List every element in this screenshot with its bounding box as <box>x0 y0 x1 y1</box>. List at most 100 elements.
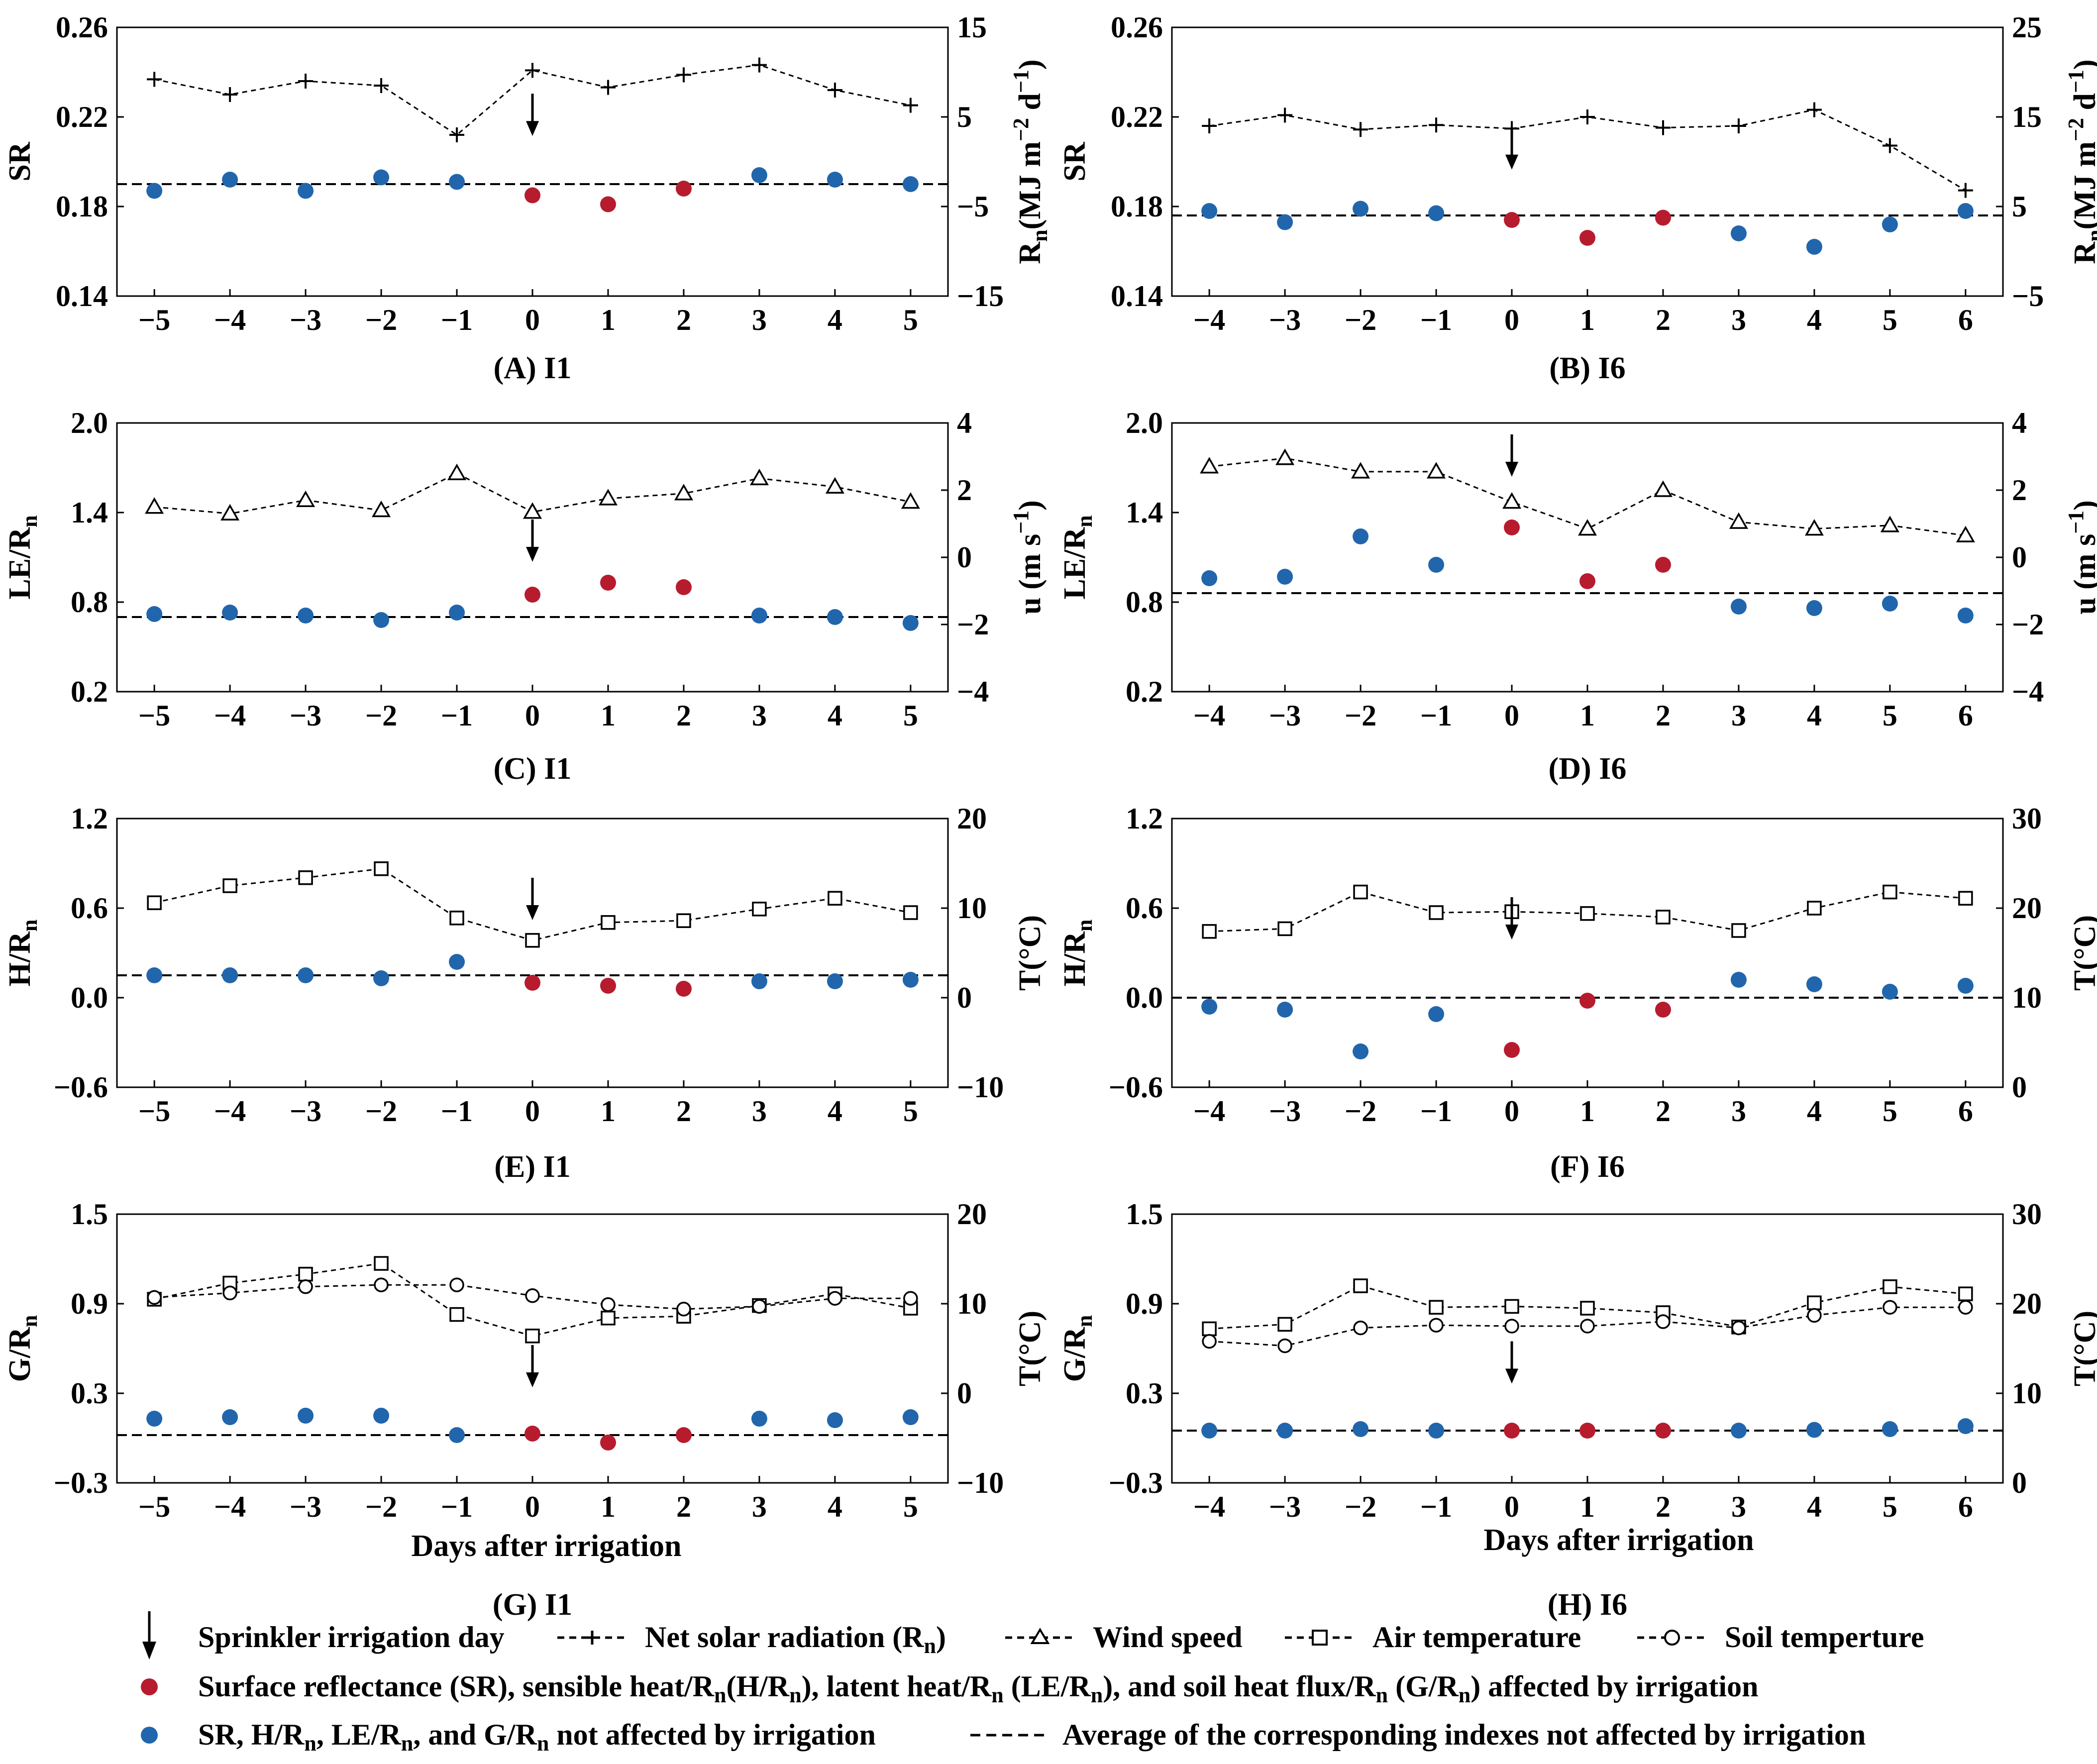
series-point <box>752 1299 767 1314</box>
x-tick-label: 5 <box>903 1095 918 1128</box>
unaffected-point <box>146 183 163 199</box>
x-tick-label: 3 <box>1731 699 1746 732</box>
x-tick-label: 0 <box>525 1095 540 1128</box>
x-tick-label: −3 <box>290 699 321 732</box>
series-point <box>298 1279 313 1294</box>
x-tick-label: 4 <box>1807 1490 1822 1523</box>
series-point <box>1580 109 1595 124</box>
unaffected-point <box>1353 1043 1369 1059</box>
y-tick-label: 0.3 <box>1126 1377 1163 1410</box>
x-tick-label: −3 <box>1269 1095 1301 1128</box>
x-tick-label: −1 <box>441 1095 473 1128</box>
unaffected-point <box>827 172 843 188</box>
series-point <box>676 67 691 83</box>
series-point <box>1429 1300 1444 1315</box>
unaffected-point <box>902 615 919 631</box>
series-point <box>1429 117 1444 133</box>
unaffected-point <box>298 183 314 199</box>
y-tick-label: 0.8 <box>71 586 108 619</box>
x-tick-label: 1 <box>601 1095 616 1128</box>
x-tick-label: −2 <box>365 1095 397 1128</box>
y-tick-label: 2.0 <box>71 407 108 439</box>
x-tick-label: −1 <box>441 699 473 732</box>
y2-axis-label: Rn(MJ m−2 d−1) <box>1009 59 1052 264</box>
x-tick-label: 4 <box>828 1095 842 1128</box>
series-line <box>1209 1285 1966 1330</box>
x-axis-title-h: Days after irrigation <box>1484 1523 1754 1557</box>
series-point <box>296 490 315 507</box>
unaffected-point <box>1201 999 1218 1015</box>
y-tick-label: 0.9 <box>71 1287 108 1320</box>
panel-title: (E) I1 <box>494 1150 570 1184</box>
x-tick-label: 3 <box>1731 1095 1746 1128</box>
affected-point <box>600 575 616 591</box>
x-tick-label: −4 <box>214 699 246 732</box>
y2-tick-label: 10 <box>2012 981 2042 1014</box>
panel-title: (H) I6 <box>1548 1588 1627 1622</box>
series-point <box>1351 462 1370 479</box>
affected-point <box>1504 1423 1520 1439</box>
y-axis-label: G/Rn <box>3 1315 42 1382</box>
panel-title: (A) I1 <box>494 351 572 385</box>
series-point <box>1958 183 1973 198</box>
x-tick-label: 2 <box>1656 1095 1671 1128</box>
x-tick-label: 3 <box>752 699 767 732</box>
series-point <box>1202 924 1217 939</box>
series-point <box>1504 1299 1519 1314</box>
series-point <box>1353 1278 1368 1293</box>
series-point <box>1353 122 1368 137</box>
x-tick-label: −1 <box>1420 699 1452 732</box>
panel-g: −5 −4 −3 −2 −1 0 1 2 3 4 5−0.30.30.91.5−1001020G/R… <box>3 1198 1047 1622</box>
unaffected-point <box>1806 1422 1822 1438</box>
y-tick-label: 0.0 <box>71 981 108 1014</box>
series-point <box>298 1266 313 1282</box>
x-tick-label: −1 <box>1420 1095 1452 1128</box>
legend-wind-marker <box>1005 1628 1075 1644</box>
panel-title: (B) I6 <box>1549 351 1625 385</box>
x-tick-label: 2 <box>676 304 691 336</box>
series-line <box>154 64 911 136</box>
unaffected-point <box>1957 978 1974 994</box>
series-point <box>374 78 389 93</box>
x-tick-label: 4 <box>828 699 842 732</box>
series-point <box>901 492 920 509</box>
x-tick-label: 5 <box>903 699 918 732</box>
affected-point <box>524 587 540 603</box>
series-point <box>1504 1319 1519 1334</box>
unaffected-point <box>1730 599 1747 615</box>
y-axis-label: SR <box>1058 141 1092 181</box>
y2-tick-label: 5 <box>2012 190 2027 223</box>
series-point <box>374 1256 389 1271</box>
y2-axis-label: T(°C) <box>2068 1311 2097 1386</box>
x-tick-label: 6 <box>1958 699 1973 732</box>
y2-tick-label: −4 <box>957 675 989 708</box>
series-point <box>903 1291 918 1306</box>
unaffected-point <box>1277 214 1293 230</box>
y-tick-label: 0.18 <box>56 190 108 223</box>
y-axis-label: G/Rn <box>1058 1315 1097 1382</box>
x-tick-label: 3 <box>752 1095 767 1128</box>
legend-rn-label: Net solar radiation (Rn) <box>645 1621 946 1658</box>
x-tick-label: 2 <box>676 1095 691 1128</box>
series-point <box>828 891 842 906</box>
x-tick-label: −4 <box>1193 1095 1225 1128</box>
y2-tick-label: 2 <box>2012 474 2027 507</box>
y2-tick-label: 10 <box>957 1287 987 1320</box>
affected-point <box>1655 1002 1671 1018</box>
series-point <box>1958 891 1973 906</box>
y2-tick-label: 10 <box>2012 1377 2042 1410</box>
x-tick-label: 2 <box>676 1490 691 1523</box>
affected-point <box>1655 557 1671 573</box>
unaffected-point <box>1353 1421 1369 1437</box>
unaffected-point <box>1882 1421 1898 1437</box>
x-tick-label: 0 <box>525 304 540 336</box>
y-tick-label: 0.6 <box>71 892 108 925</box>
x-tick-label: −1 <box>1420 1490 1452 1523</box>
x-tick-label: 1 <box>1580 1095 1595 1128</box>
x-tick-label: 4 <box>1807 699 1822 732</box>
x-tick-label: −3 <box>290 1095 321 1128</box>
y-tick-label: 0.26 <box>56 11 108 44</box>
x-tick-label: −2 <box>365 304 397 336</box>
irrigation-arrow <box>1505 127 1519 170</box>
unaffected-point <box>1806 239 1822 255</box>
